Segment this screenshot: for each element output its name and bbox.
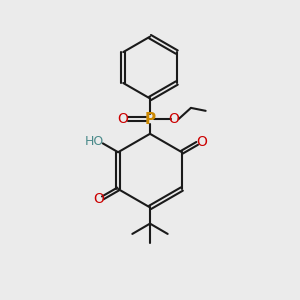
Text: O: O xyxy=(169,112,180,126)
Text: O: O xyxy=(196,135,207,149)
Text: O: O xyxy=(117,112,128,126)
Text: HO: HO xyxy=(85,135,104,148)
Text: P: P xyxy=(144,112,156,127)
Text: O: O xyxy=(93,192,104,206)
